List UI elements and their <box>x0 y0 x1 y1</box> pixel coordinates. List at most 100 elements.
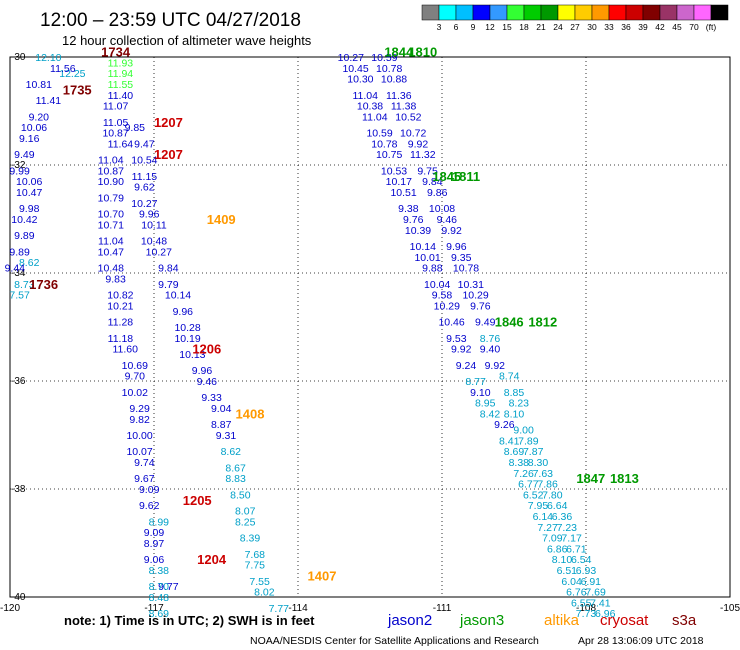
swh-value: 8.77 <box>465 376 486 388</box>
swh-value: 8.70 <box>149 581 170 593</box>
y-tick-label: -32 <box>11 160 26 171</box>
swh-value: 8.69 <box>149 608 170 620</box>
swh-value: 9.46 <box>197 376 218 388</box>
swh-value: 6.04 <box>561 576 582 588</box>
time-annotation: 1207 <box>154 115 183 130</box>
swh-value: 6.36 <box>552 511 573 523</box>
time-annotation: 1409 <box>207 212 236 227</box>
swh-value: 10.45 <box>342 63 368 75</box>
swh-value: 8.10 <box>504 408 525 420</box>
swh-value: 10.27 <box>146 246 172 258</box>
swh-value: 8.23 <box>509 398 530 410</box>
chart-title: 12:00 – 23:59 UTC 04/27/2018 <box>40 10 301 31</box>
swh-value: 9.92 <box>451 344 472 356</box>
swh-value: 10.29 <box>462 290 488 302</box>
swh-value: 10.11 <box>141 219 167 231</box>
swh-value: 8.87 <box>211 419 232 431</box>
swh-value: 10.78 <box>376 63 402 75</box>
swh-value: 10.06 <box>16 176 42 188</box>
legend-entry-s3a: s3a <box>672 612 697 629</box>
plot-frame <box>9 56 731 598</box>
time-annotation: 1408 <box>236 406 265 421</box>
swh-value: 8.83 <box>225 473 246 485</box>
colorbar-label: 18 <box>519 22 529 32</box>
swh-value: 10.27 <box>131 198 157 210</box>
colorbar-label: 6 <box>454 22 459 32</box>
swh-value: 8.42 <box>480 408 501 420</box>
swh-value: 9.29 <box>129 403 150 415</box>
swh-value: 10.59 <box>366 128 392 140</box>
time-annotation: 1207 <box>154 147 183 162</box>
swh-value: 10.07 <box>126 446 152 458</box>
swh-value: 9.89 <box>9 246 30 258</box>
swh-value: 9.96 <box>446 241 467 253</box>
swh-value: 11.36 <box>386 90 412 102</box>
swh-value: 10.72 <box>400 128 426 140</box>
y-tick-label: -36 <box>11 376 26 387</box>
swh-value: 9.75 <box>417 165 438 177</box>
swh-value: 7.27 <box>537 522 558 534</box>
legend-entry-jason2: jason2 <box>387 612 432 629</box>
swh-value: 7.89 <box>518 435 539 447</box>
swh-value: 9.82 <box>129 414 150 426</box>
swh-value: 11.18 <box>108 333 134 345</box>
swh-value: 6.52 <box>523 489 544 501</box>
swh-value: 7.69 <box>585 587 606 599</box>
swh-value: 9.79 <box>158 279 179 291</box>
swh-value: 9.85 <box>125 122 146 134</box>
swh-value: 10.14 <box>410 241 436 253</box>
colorbar-swatch <box>591 4 610 21</box>
swh-value: 10.75 <box>376 149 402 161</box>
swh-value: 8.41 <box>499 435 520 447</box>
x-tick-label: -111 <box>433 603 452 614</box>
swh-value: 6.86 <box>547 543 568 555</box>
swh-value: 9.77 <box>158 581 179 593</box>
x-tick-label: -114 <box>288 603 308 614</box>
swh-value: 10.69 <box>122 360 148 372</box>
swh-value: 8.74 <box>499 371 520 383</box>
swh-value: 10.29 <box>434 300 460 312</box>
swh-value: 9.96 <box>192 365 213 377</box>
colorbar-swatch <box>676 4 695 21</box>
time-annotation: 1206 <box>192 342 221 357</box>
swh-value: 10.88 <box>381 74 407 86</box>
swh-value: 9.89 <box>14 230 35 242</box>
swh-value: 10.47 <box>98 246 124 258</box>
swh-value: 8.62 <box>221 446 242 458</box>
time-annotation: 1844 <box>384 45 414 60</box>
time-annotation: 1813 <box>610 471 639 486</box>
swh-value: 11.94 <box>108 68 134 80</box>
swh-value: 7.87 <box>523 446 544 458</box>
swh-value: 11.40 <box>108 90 134 102</box>
colorbar-label: 39 <box>638 22 648 32</box>
x-tick-label: -105 <box>720 603 740 614</box>
y-tick-label: -30 <box>11 52 26 63</box>
swh-value: 11.32 <box>410 149 436 161</box>
swh-value: 9.92 <box>485 360 506 372</box>
swh-value: 10.14 <box>165 290 191 302</box>
swh-value: 10.51 <box>390 187 416 199</box>
swh-value: 11.93 <box>108 57 134 69</box>
swh-value: 10.08 <box>429 203 455 215</box>
swh-value: 9.40 <box>480 344 501 356</box>
colorbar-label: 12 <box>485 22 495 32</box>
swh-value: 10.90 <box>98 176 124 188</box>
swh-value: 8.99 <box>149 516 170 528</box>
time-annotation: 1204 <box>197 552 227 567</box>
swh-value: 10.54 <box>131 155 157 167</box>
swh-value: 9.00 <box>513 425 534 437</box>
swh-value: 9.76 <box>403 214 424 226</box>
swh-value: 10.02 <box>122 387 148 399</box>
swh-value: 10.30 <box>347 74 373 86</box>
swh-value: 9.26 <box>494 419 515 431</box>
swh-value: 7.23 <box>557 522 578 534</box>
swh-value: 8.10 <box>552 554 573 566</box>
swh-value: 11.15 <box>132 171 158 183</box>
legend: jason2 jason3 altika cryosat s3a <box>387 612 697 629</box>
time-annotation: 1845 <box>432 169 461 184</box>
swh-value: 6.64 <box>547 500 568 512</box>
swh-value: 7.09 <box>542 533 563 545</box>
swh-value: 7.68 <box>245 549 266 561</box>
swh-value: 10.28 <box>174 322 200 334</box>
swh-value: 11.56 <box>50 63 76 75</box>
